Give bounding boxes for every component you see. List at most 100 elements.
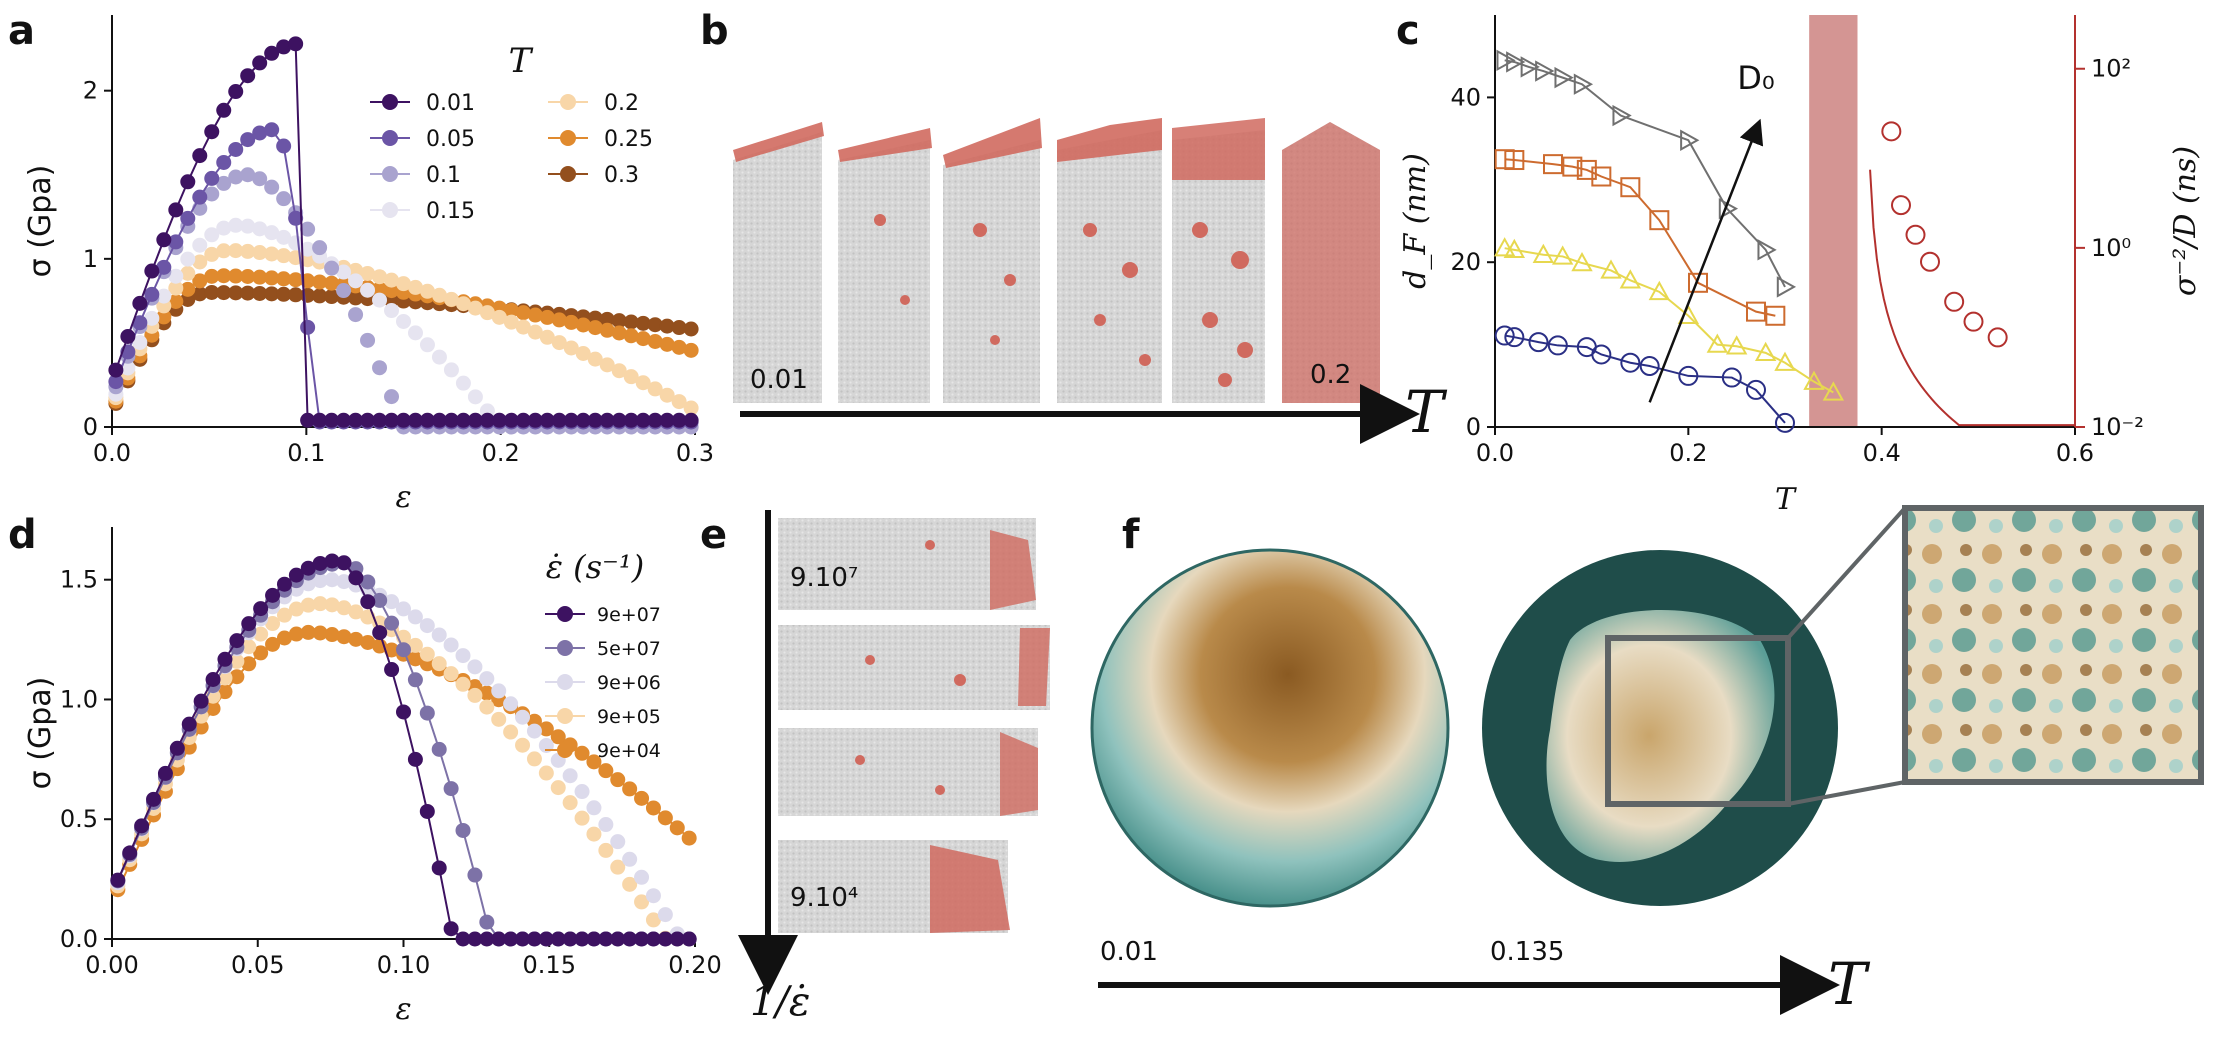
data-point <box>134 818 150 834</box>
data-point <box>479 914 495 930</box>
data-point <box>683 400 699 416</box>
data-point <box>192 286 208 302</box>
legend-label: 0.15 <box>426 199 475 224</box>
data-point <box>216 268 232 284</box>
data-point <box>217 651 233 667</box>
data-point <box>491 683 507 699</box>
data-point <box>288 287 304 303</box>
data-point <box>360 634 376 650</box>
y-axis-label: σ (Gpa) <box>23 677 58 790</box>
data-point <box>659 318 675 334</box>
data-point <box>264 286 280 302</box>
data-point <box>1774 351 1796 371</box>
chart-d: 0.00 0.05 0.10 0.15 0.20 0.0 0.5 1.0 1.5 ε σ (Gpa)… <box>23 527 722 1027</box>
data-point <box>1620 177 1641 198</box>
data-point <box>168 280 184 296</box>
y-tick-label: 40 <box>1450 83 1481 111</box>
data-point <box>1648 280 1671 301</box>
data-point <box>384 594 400 610</box>
data-point <box>372 592 388 608</box>
data-point <box>431 656 447 672</box>
data-point <box>264 45 280 61</box>
data-point <box>419 618 435 634</box>
data-point <box>623 328 639 344</box>
data-point <box>1504 150 1525 171</box>
y-tick-label: 2 <box>83 77 98 105</box>
x-tick-label: 0.20 <box>668 951 721 979</box>
data-point <box>586 826 602 842</box>
data-point <box>671 339 687 355</box>
data-point <box>419 337 435 353</box>
data-point <box>1776 276 1797 298</box>
legend-label: 0.25 <box>604 127 653 152</box>
data-point <box>1754 341 1777 362</box>
data-point <box>634 931 650 947</box>
fit-curve <box>1869 169 2075 427</box>
data-point <box>384 283 400 299</box>
data-point <box>228 169 244 185</box>
data-point <box>240 285 256 301</box>
data-point <box>586 800 602 816</box>
data-point <box>360 332 376 348</box>
panel-b-axis-label: T <box>1405 378 1448 446</box>
trend-arrow <box>1648 118 1764 403</box>
x-tick-label: 0.2 <box>1669 439 1707 467</box>
data-point <box>455 375 471 391</box>
x-tick-label: 0.2 <box>482 439 520 467</box>
data-point <box>348 570 364 586</box>
data-point <box>300 576 316 592</box>
data-point <box>312 288 328 304</box>
data-point <box>1765 305 1786 326</box>
data-point <box>455 676 471 692</box>
data-point <box>610 772 626 788</box>
data-point <box>1757 239 1777 261</box>
data-point <box>156 288 172 304</box>
data-point <box>1535 60 1555 82</box>
data-point <box>1573 73 1594 95</box>
legend-marker <box>560 130 576 146</box>
data-point <box>431 349 447 365</box>
series-line <box>1504 334 1786 424</box>
data-point <box>252 125 268 141</box>
data-point <box>156 232 172 248</box>
data-point <box>384 615 400 631</box>
data-point <box>120 360 136 376</box>
data-point <box>1496 49 1516 72</box>
data-point <box>288 36 304 52</box>
data-point <box>300 412 316 428</box>
data-point <box>253 626 269 642</box>
chart-a: 0.0 0.1 0.2 0.3 0 1 2 ε σ (Gpa) T 0.01 0.05 0.1 0.15 0… <box>23 15 714 515</box>
data-point <box>635 375 651 391</box>
data-point <box>1543 154 1563 175</box>
x-tick-label: 0.6 <box>2056 439 2094 467</box>
data-point <box>515 319 531 335</box>
data-point <box>622 851 638 867</box>
legend-marker <box>560 94 576 110</box>
data-point <box>1706 333 1729 353</box>
data-point <box>240 68 256 84</box>
data-point <box>419 283 435 299</box>
data-point <box>180 265 196 281</box>
data-point <box>587 320 603 336</box>
panel-b-snapshots: 0.01 0.2 T <box>733 118 1448 446</box>
data-point <box>204 170 220 186</box>
data-point <box>1721 367 1742 388</box>
data-point <box>360 412 376 428</box>
data-point <box>1493 237 1516 257</box>
data-point <box>276 39 292 55</box>
legend-label: 0.3 <box>604 163 639 188</box>
data-point <box>575 317 591 333</box>
data-point <box>156 309 172 325</box>
x-tick-label: 0.0 <box>93 439 131 467</box>
data-point <box>455 296 471 312</box>
data-point <box>610 859 626 875</box>
data-point <box>669 931 685 947</box>
snapshot-1 <box>733 122 824 403</box>
data-point <box>443 291 459 307</box>
data-point <box>396 276 411 292</box>
data-point <box>193 693 209 709</box>
data-point <box>587 351 603 367</box>
data-point <box>574 810 590 826</box>
data-point <box>276 286 292 302</box>
data-point <box>228 141 244 157</box>
